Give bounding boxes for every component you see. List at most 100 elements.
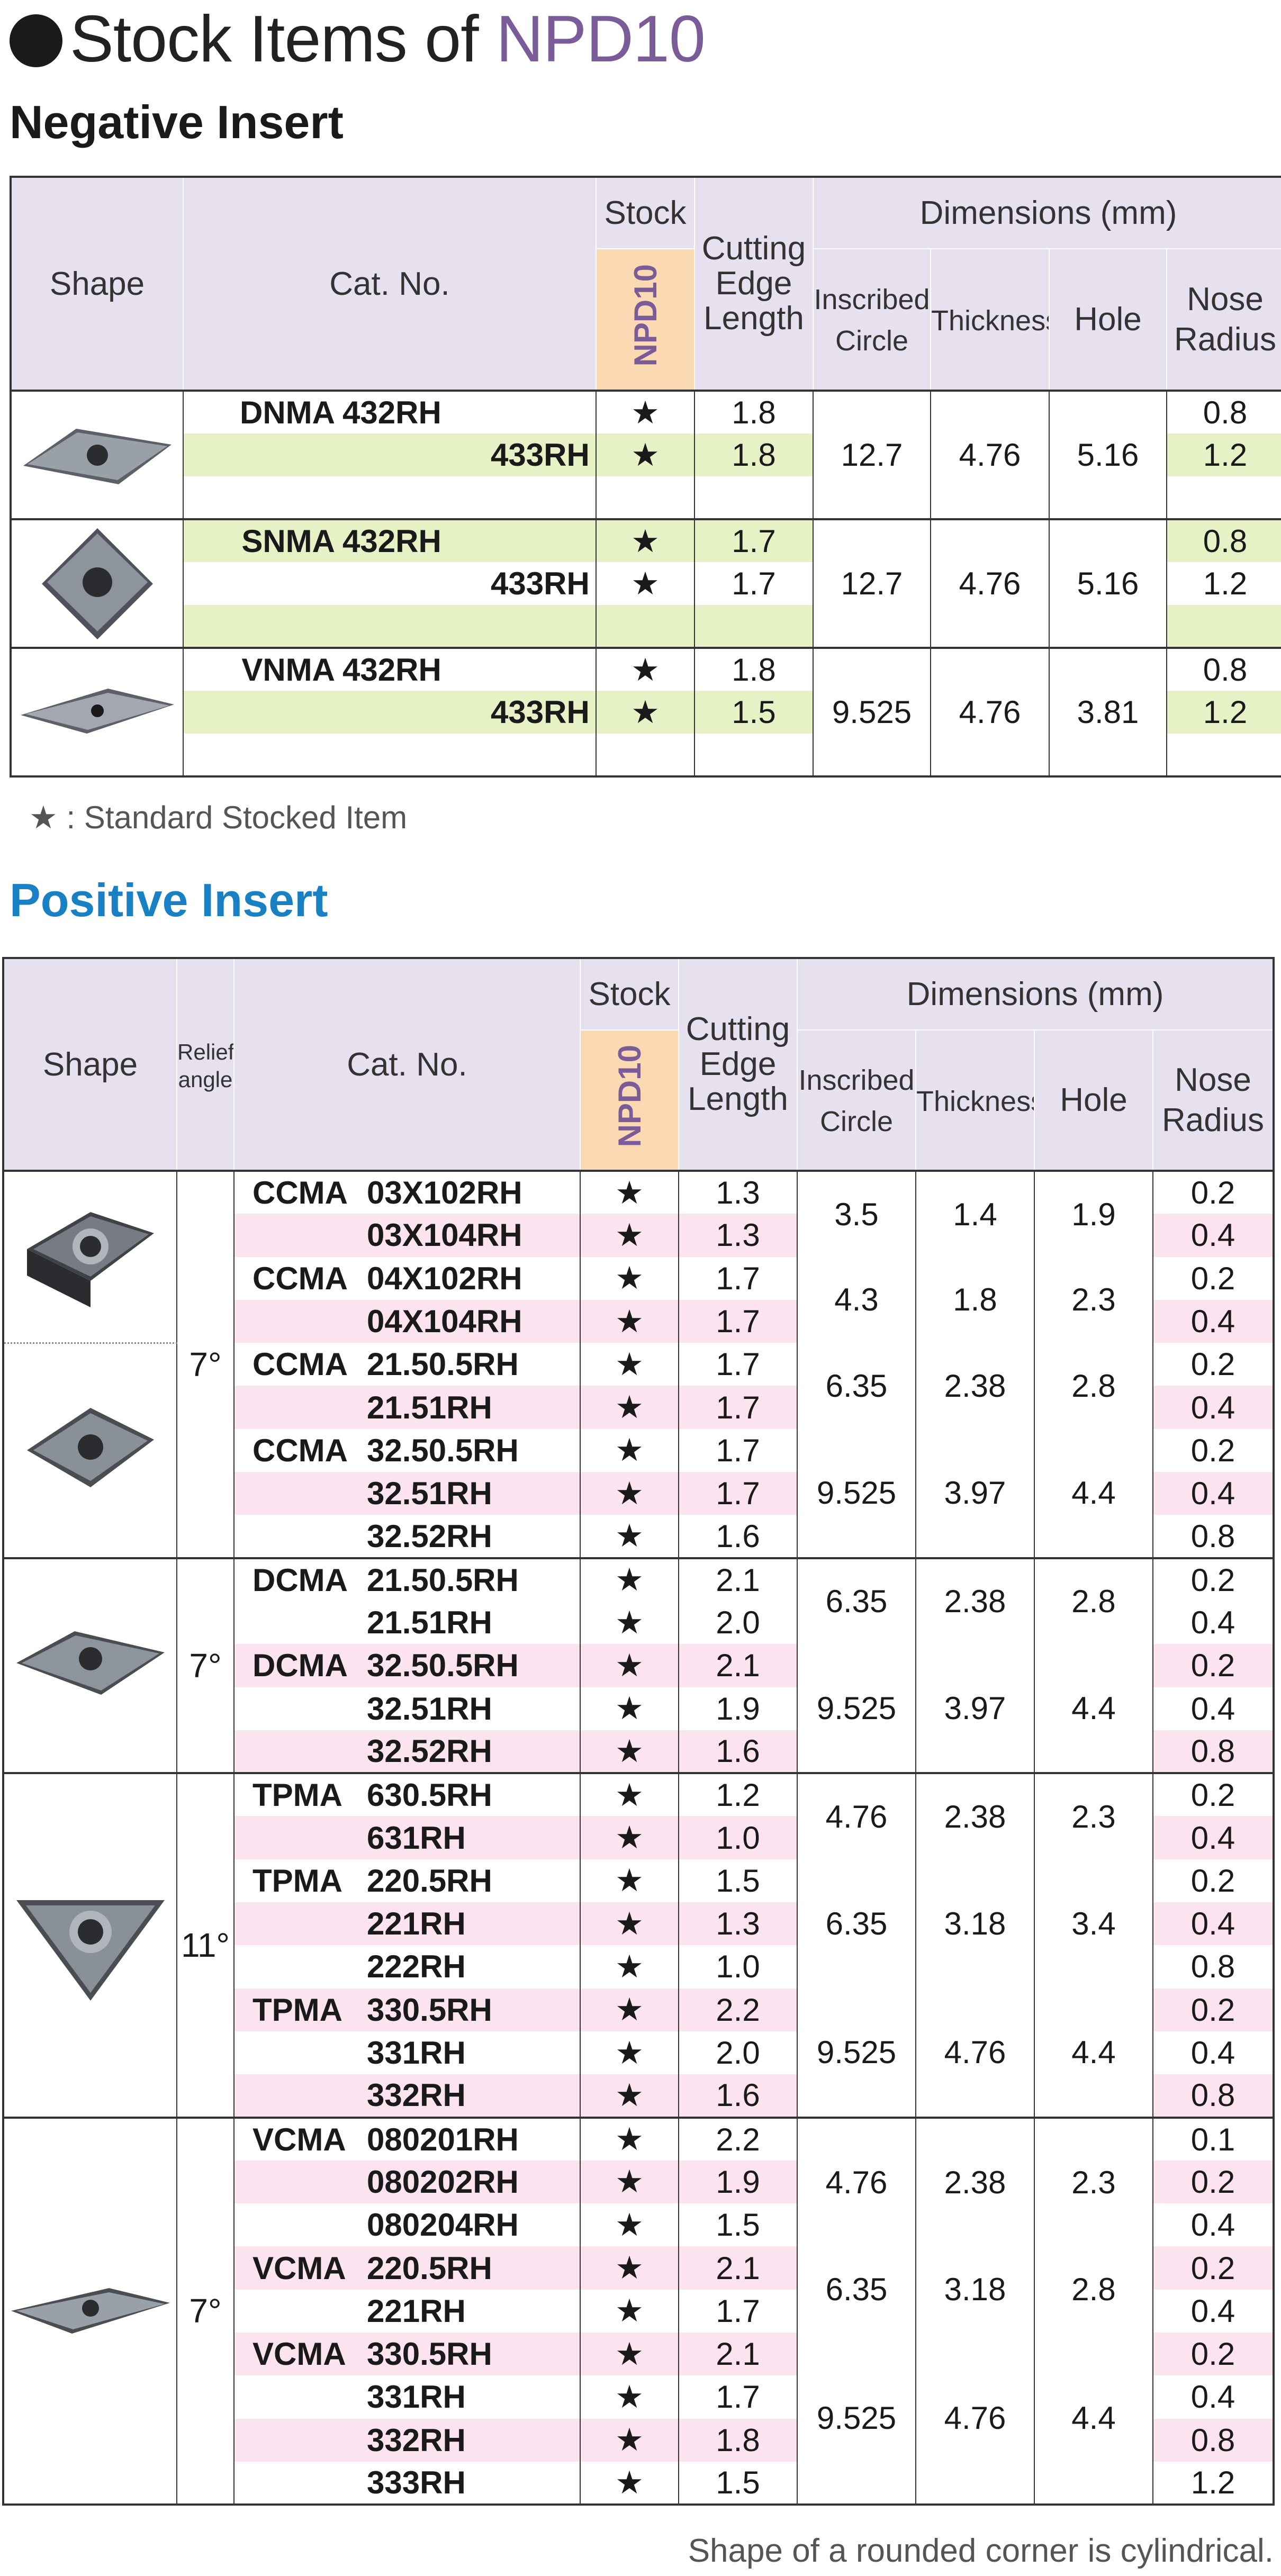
cat-suffix: 221RH [367, 2293, 466, 2329]
table-row: 333RH ★ 1.5 1.2 [3, 2461, 1274, 2505]
stock-star-cell: ★ [580, 1601, 679, 1644]
cat-no-cell: SNMA 432RH [183, 518, 596, 562]
cutting-edge-length-cell: 1.0 [678, 1945, 797, 1989]
cat-no-cell: TPMA 220.5RH [233, 1859, 580, 1903]
empty-cell [596, 605, 694, 648]
negative-insert-rows: DNMA 432RH ★ 1.8 12.7 4.76 5.16 0.8 433RH ★ 1.8 1.2… [10, 390, 1281, 776]
cat-no-cell: 21.51RH [233, 1386, 580, 1429]
inscribed-circle-cell: 9.525 [797, 1644, 916, 1774]
stock-star-cell: ★ [580, 1988, 679, 2031]
cat-no-cell: 32.51RH [233, 1687, 580, 1730]
cat-no-cell: VCMA 330.5RH [233, 2333, 580, 2376]
table-row: DNMA 432RH ★ 1.8 12.7 4.76 5.16 0.8 [10, 390, 1281, 519]
header-cat-no: Cat. No. [183, 176, 597, 391]
nose-radius-cell: 1.2 [1152, 2461, 1274, 2505]
cat-no-cell: 331RH [233, 2031, 580, 2075]
table-row: DCMA 32.50.5RH ★ 2.1 9.525 3.97 4.4 0.2 [3, 1644, 1274, 1774]
nose-radius-cell: 1.2 [1166, 562, 1281, 605]
inscribed-circle-cell: 4.76 [797, 1772, 916, 1859]
stock-star-cell: ★ [596, 433, 694, 476]
cat-no-cell: CCMA 03X102RH [233, 1169, 580, 1214]
stock-star-cell: ★ [580, 2289, 679, 2333]
cat-suffix: 220.5RH [367, 1863, 492, 1899]
table-row: 221RH ★ 1.3 0.4 [3, 1902, 1274, 1946]
hole-cell: 2.3 [1034, 1772, 1153, 1859]
hole-cell: 2.8 [1034, 1343, 1153, 1429]
cutting-edge-length-cell: 1.6 [678, 1730, 797, 1774]
cat-no-cell: 433RH [183, 691, 596, 734]
vcma-insert-cell [3, 2116, 177, 2505]
nose-radius-cell: 0.4 [1152, 1687, 1274, 1730]
hole-cell: 5.16 [1049, 390, 1167, 519]
empty-cell [596, 476, 694, 519]
cat-prefix: TPMA [252, 1777, 342, 1813]
cat-no-cell: 21.51RH [233, 1601, 580, 1644]
inscribed-circle-cell: 6.35 [797, 1343, 916, 1429]
header-stock: Stock [580, 957, 679, 1031]
nose-radius-cell: 0.4 [1152, 1214, 1274, 1257]
nose-radius-cell: 0.2 [1152, 2333, 1274, 2376]
stock-star-cell: ★ [580, 1816, 679, 1859]
negative-insert-table: Shape Cat. No. Stock Cutting Edge Length… [10, 176, 1281, 778]
table-row: VCMA 220.5RH ★ 2.1 6.35 3.18 2.8 0.2 [3, 2246, 1274, 2333]
nose-radius-cell: 0.1 [1152, 2116, 1274, 2161]
header-inscribed-l1: Inscribed [798, 1064, 915, 1096]
cutting-edge-length-cell: 1.3 [678, 1169, 797, 1214]
table-row: 332RH ★ 1.8 0.8 [3, 2418, 1274, 2462]
dnma-insert-cell [10, 390, 184, 519]
header-dimensions: Dimensions (mm) [812, 176, 1281, 249]
dnma-insert-icon [12, 415, 182, 495]
cutting-edge-length-cell: 1.5 [678, 2203, 797, 2247]
header-inscribed: Inscribed Circle [813, 248, 931, 391]
cat-suffix: 333RH [367, 2465, 466, 2501]
header-stock: Stock [596, 176, 695, 249]
cat-no-cell: 221RH [233, 1902, 580, 1946]
cutting-edge-length-cell: 1.5 [694, 691, 813, 734]
hole-cell: 5.16 [1049, 518, 1167, 648]
nose-radius-cell: 0.2 [1152, 2160, 1274, 2204]
header-cutting-edge: Cutting Edge Length [694, 176, 814, 391]
thickness-cell: 1.4 [915, 1170, 1034, 1257]
empty-cell [694, 476, 813, 519]
relief-angle-cell: 7° [176, 2116, 234, 2505]
nose-radius-cell: 0.8 [1166, 647, 1281, 691]
stock-star-cell: ★ [580, 1169, 679, 1214]
stock-star-cell: ★ [580, 1429, 679, 1472]
nose-radius-cell: 0.2 [1152, 1429, 1274, 1472]
cat-prefix: VNMA [241, 652, 335, 688]
empty-cell [183, 734, 596, 776]
positive-insert-table: Shape Relief angle Cat. No. Stock Cuttin… [2, 957, 1275, 2506]
cat-no-cell: DNMA 432RH [183, 390, 596, 433]
stock-star-cell: ★ [580, 1772, 679, 1816]
table-row: TPMA 220.5RH ★ 1.5 6.35 3.18 3.4 0.2 [3, 1859, 1274, 1989]
cat-suffix: 32.50.5RH [367, 1432, 519, 1468]
empty-cell [183, 476, 596, 519]
cat-no-cell: 433RH [183, 433, 596, 476]
stock-star-cell: ★ [580, 2160, 679, 2204]
stock-star-cell: ★ [580, 1945, 679, 1989]
nose-radius-cell: 0.4 [1152, 1902, 1274, 1946]
nose-radius-cell: 1.2 [1166, 433, 1281, 476]
table-row [11, 476, 1281, 519]
relief-angle-cell: 7° [176, 1170, 234, 1558]
ccma-small-insert-icon [4, 1201, 176, 1313]
thickness-cell: 4.76 [915, 2333, 1034, 2505]
nose-radius-cell: 0.2 [1152, 1557, 1274, 1601]
empty-cell [596, 734, 694, 776]
table-row: 332RH ★ 1.6 0.8 [3, 2074, 1274, 2118]
cat-suffix: 433RH [491, 437, 590, 473]
table-row: 7° DCMA 21.50.5RH ★ 2.1 6.35 2.38 2.8 0.2 [3, 1557, 1274, 1774]
nose-radius-cell: 0.8 [1152, 1515, 1274, 1558]
inscribed-circle-cell: 12.7 [813, 390, 931, 519]
nose-radius-cell: 0.4 [1152, 2203, 1274, 2247]
nose-radius-cell: 0.2 [1152, 1169, 1274, 1214]
relief-angle-cell: 7° [176, 1557, 234, 1774]
thickness-cell: 3.18 [915, 2246, 1034, 2333]
header-grade-label: NPD10 [611, 1045, 647, 1147]
cat-suffix: 332RH [367, 2422, 466, 2458]
cat-suffix: 21.51RH [367, 1605, 492, 1641]
cat-prefix: TPMA [252, 1863, 342, 1899]
inscribed-circle-cell: 9.525 [797, 2333, 916, 2505]
header-nose-l2: Radius [1174, 321, 1277, 358]
cat-suffix: 080201RH [367, 2121, 519, 2157]
